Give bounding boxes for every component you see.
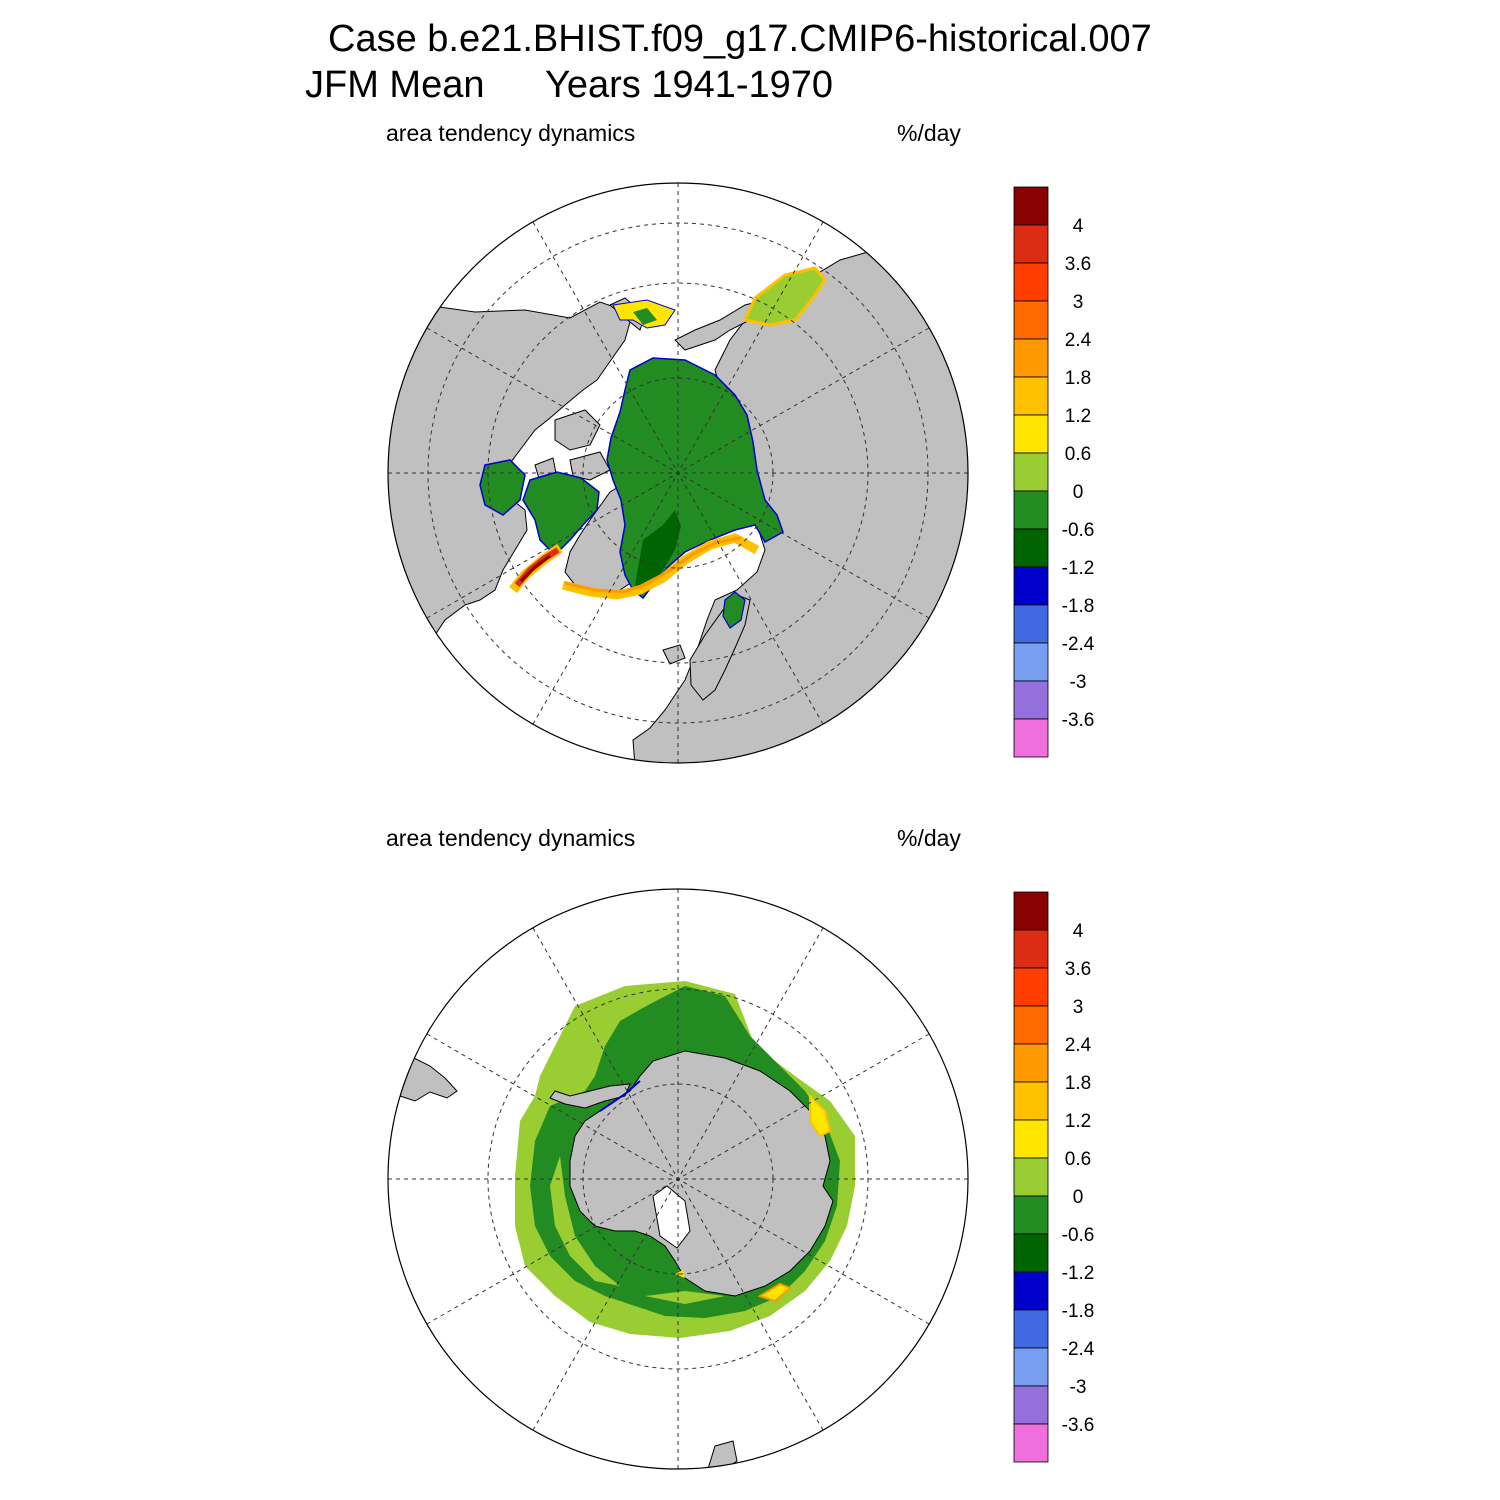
colorbar-tick-label: 0 bbox=[1073, 1187, 1084, 1208]
iceland-landmass bbox=[662, 644, 686, 665]
arctic-ice-dark-green bbox=[635, 510, 681, 592]
season-title: JFM Mean Years 1941-1970 bbox=[305, 64, 833, 107]
map-border bbox=[387, 888, 969, 1470]
colorbar-tick-label: -2.4 bbox=[1062, 634, 1095, 655]
colorbar-tick-label: -3.6 bbox=[1062, 710, 1095, 731]
colorbar-tick-label: 1.2 bbox=[1065, 406, 1091, 427]
colorbar-swatch bbox=[1013, 1157, 1049, 1197]
panel-2-units: %/day bbox=[897, 825, 961, 851]
bering-sea-ice-green bbox=[633, 308, 657, 325]
colorbar-swatch bbox=[1013, 262, 1049, 302]
okhotsk-sea-ice bbox=[742, 266, 827, 327]
colorbar-swatch bbox=[1013, 967, 1049, 1007]
colorbar-swatch bbox=[1013, 1347, 1049, 1387]
colorbar-swatch bbox=[1013, 1309, 1049, 1349]
colorbar-swatch bbox=[1013, 338, 1049, 378]
colorbar-swatch bbox=[1013, 1119, 1049, 1159]
colorbar-swatch bbox=[1013, 300, 1049, 340]
graticule bbox=[388, 183, 968, 763]
colorbar-tick-label: 0.6 bbox=[1065, 1149, 1091, 1170]
colorbar-swatch bbox=[1013, 642, 1049, 682]
colorbar-swatch bbox=[1013, 680, 1049, 720]
colorbar-tick-label: 3.6 bbox=[1065, 254, 1091, 275]
colorbar-tick-label: 1.8 bbox=[1065, 368, 1091, 389]
colorbar-swatch bbox=[1013, 376, 1049, 416]
coastal-ice-yellow-east bbox=[809, 1093, 832, 1138]
colorbar-tick-label: 4 bbox=[1073, 216, 1084, 237]
years-label: Years 1941-1970 bbox=[545, 64, 834, 106]
colorbar-swatch bbox=[1013, 1043, 1049, 1083]
panel-2-variable: area tendency dynamics bbox=[386, 825, 636, 851]
hudson-bay-ice bbox=[479, 459, 526, 516]
colorbar-swatch bbox=[1013, 1005, 1049, 1045]
colorbar-swatch bbox=[1013, 1423, 1049, 1463]
colorbar-tick-label: -0.6 bbox=[1062, 520, 1095, 541]
colorbar-tick-label: -1.8 bbox=[1062, 596, 1095, 617]
colorbar-swatch bbox=[1013, 891, 1049, 931]
colorbar-swatch bbox=[1013, 414, 1049, 454]
colorbar-tick-label: 2.4 bbox=[1065, 1035, 1092, 1056]
labrador-ice-edge-core bbox=[519, 554, 551, 583]
svalbard-ice bbox=[722, 591, 746, 629]
baffin-bay-ice bbox=[522, 471, 600, 557]
colorbar-swatch bbox=[1013, 1271, 1049, 1311]
colorbar-swatch bbox=[1013, 490, 1049, 530]
colorbar-swatch bbox=[1013, 1081, 1049, 1121]
graticule bbox=[388, 889, 968, 1469]
colorbar-swatch bbox=[1013, 929, 1049, 969]
colorbar-tick-label: -0.6 bbox=[1062, 1225, 1095, 1246]
arctic-map bbox=[387, 182, 969, 764]
north-america-landmass bbox=[388, 301, 631, 651]
colorbar-tick-label: -2.4 bbox=[1062, 1339, 1095, 1360]
colorbar-tick-label: 0.6 bbox=[1065, 444, 1091, 465]
coastal-ice-blue bbox=[599, 1080, 641, 1112]
season-label: JFM Mean bbox=[305, 64, 485, 106]
antarctic-peninsula bbox=[549, 1083, 631, 1109]
barents-ice-edge-inner bbox=[564, 536, 742, 594]
map-border bbox=[387, 182, 969, 764]
colorbar-tick-label: 3.6 bbox=[1065, 959, 1091, 980]
colorbar-tick-label: 1.8 bbox=[1065, 1073, 1091, 1094]
colorbar-tick-label: 4 bbox=[1073, 921, 1084, 942]
colorbar-tick-label: -1.8 bbox=[1062, 1301, 1095, 1322]
colorbar-tick-label: 3 bbox=[1073, 997, 1084, 1018]
case-title: Case b.e21.BHIST.f09_g17.CMIP6-historica… bbox=[328, 18, 1152, 60]
colorbar-tick-label: -3 bbox=[1070, 1377, 1087, 1398]
colorbar-swatch bbox=[1013, 1233, 1049, 1273]
colorbar-tick-label: -1.2 bbox=[1062, 558, 1095, 579]
panel-1-variable: area tendency dynamics bbox=[386, 120, 636, 146]
colorbar-swatch bbox=[1013, 1195, 1049, 1235]
colorbar-swatch bbox=[1013, 224, 1049, 264]
antarctic-map bbox=[387, 888, 969, 1470]
colorbar-swatch bbox=[1013, 452, 1049, 492]
colorbar-swatch bbox=[1013, 528, 1049, 568]
colorbar-tick-label: 2.4 bbox=[1065, 330, 1092, 351]
colorbar-swatch bbox=[1013, 604, 1049, 644]
colorbar-swatch bbox=[1013, 566, 1049, 606]
colorbar-swatch bbox=[1013, 1385, 1049, 1425]
colorbar-top: 4 3.6 3 2.4 1.8 1.2 0.6 0 -0.6 -1.2 -1.8 -2.4 -3 -3.6 bbox=[1013, 186, 1095, 758]
coastal-ice-yellow-south bbox=[757, 1282, 792, 1303]
colorbar-tick-label: -1.2 bbox=[1062, 1263, 1095, 1284]
colorbar-tick-label: -3.6 bbox=[1062, 1415, 1095, 1436]
colorbar-tick-label: -3 bbox=[1070, 672, 1087, 693]
colorbar-bottom: 4 3.6 3 2.4 1.8 1.2 0.6 0 -0.6 -1.2 -1.8 -2.4 -3 -3.6 bbox=[1013, 891, 1095, 1463]
colorbar-tick-label: 3 bbox=[1073, 292, 1084, 313]
antarctic-ice-light-green-inner bbox=[550, 1156, 725, 1304]
colorbar-swatch bbox=[1013, 186, 1049, 226]
ross-ice-shelf bbox=[652, 1185, 691, 1249]
colorbar-swatch bbox=[1013, 718, 1049, 758]
colorbar-tick-label: 0 bbox=[1073, 482, 1084, 503]
colorbar-tick-label: 1.2 bbox=[1065, 1111, 1091, 1132]
panel-1-units: %/day bbox=[897, 120, 961, 146]
